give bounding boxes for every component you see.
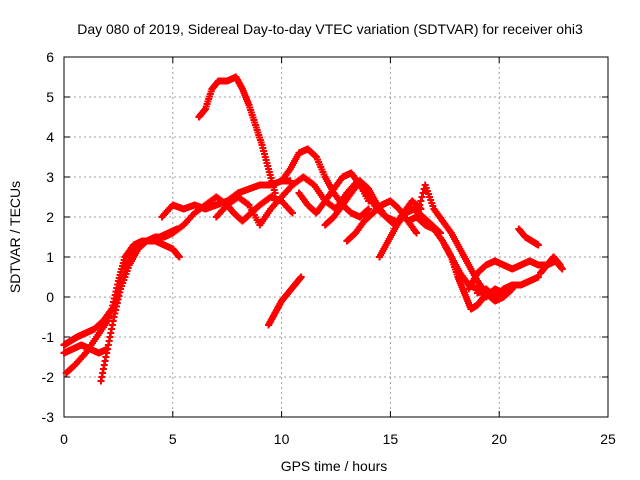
data-point (413, 213, 421, 221)
data-point (558, 265, 566, 273)
data-point (271, 189, 279, 197)
data-point-interp (416, 201, 424, 209)
x-tick-label: 10 (274, 431, 290, 447)
data-point-interp (415, 205, 423, 213)
series-arc-10 (265, 273, 305, 329)
x-axis-label: GPS time / hours (281, 458, 388, 474)
series-arc-07 (195, 73, 279, 197)
chart-title: Day 080 of 2019, Sidereal Day-to-day VTE… (77, 21, 583, 37)
data-point (413, 229, 421, 237)
series-arc-04 (60, 341, 112, 357)
series-arc-06 (180, 193, 296, 229)
x-tick-label: 25 (600, 431, 616, 447)
y-tick-label: -2 (42, 369, 55, 385)
y-axis-label: SDTVAR / TECUs (7, 181, 23, 293)
data-point-interp (417, 197, 425, 205)
y-tick-label: -1 (42, 329, 55, 345)
x-tick-label: 15 (383, 431, 399, 447)
y-axis-ticks: -3 -2 -1 0 1 2 3 4 5 6 (42, 49, 608, 425)
y-tick-label: 3 (46, 169, 54, 185)
data-point (104, 345, 112, 353)
y-tick-label: 0 (46, 289, 54, 305)
data-point (534, 241, 542, 249)
data-point (534, 273, 542, 281)
x-axis-ticks: 0 5 10 15 20 25 (60, 57, 616, 447)
data-series (60, 73, 566, 385)
series-arc-19 (473, 273, 542, 301)
data-point (365, 205, 373, 213)
data-point-interp (414, 209, 422, 217)
series-arc-21 (537, 253, 564, 277)
x-tick-label: 0 (60, 431, 68, 447)
series-arc-03 (97, 221, 188, 385)
data-point (297, 273, 305, 281)
y-tick-label: 2 (46, 209, 54, 225)
data-point-interp (418, 193, 426, 201)
series-arc-17 (441, 241, 494, 313)
data-point (288, 209, 296, 217)
y-tick-label: -3 (42, 409, 55, 425)
plot-frame (63, 56, 609, 418)
y-tick-label: 6 (46, 49, 54, 65)
data-point (556, 261, 564, 269)
series-arc-02 (62, 237, 183, 377)
data-point (175, 253, 183, 261)
y-tick-label: 5 (46, 89, 54, 105)
y-tick-label: 1 (46, 249, 54, 265)
series-arc-20 (515, 225, 542, 249)
y-tick-label: 4 (46, 129, 54, 145)
x-tick-label: 20 (491, 431, 507, 447)
x-tick-label: 5 (169, 431, 177, 447)
